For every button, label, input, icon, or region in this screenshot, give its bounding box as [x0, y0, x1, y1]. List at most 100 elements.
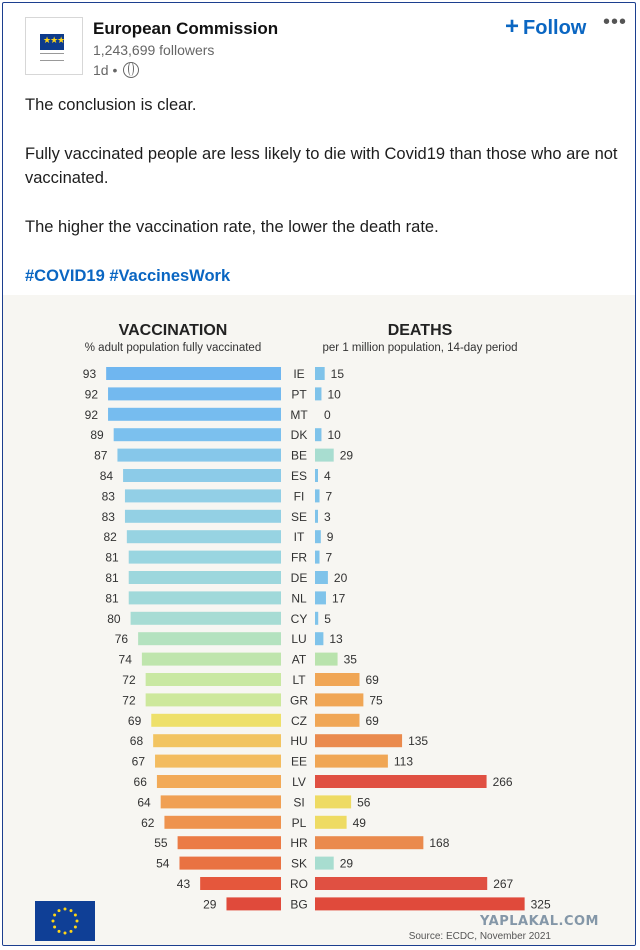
vaccination-subtitle: % adult population fully vaccinated	[85, 342, 261, 354]
vaccination-bar	[141, 652, 281, 666]
vaccination-value-label: 67	[132, 755, 146, 769]
deaths-bar	[315, 469, 318, 482]
vaccination-value-label: 72	[122, 673, 136, 687]
vaccination-bar	[145, 673, 281, 686]
country-label: LT	[292, 673, 306, 687]
deaths-value-label: 267	[493, 877, 513, 891]
vaccination-bar	[126, 530, 281, 544]
country-label: SK	[291, 857, 307, 871]
vaccination-value-label: 74	[119, 653, 133, 667]
deaths-bar	[315, 713, 360, 727]
vaccination-bar	[155, 754, 281, 768]
country-label: BG	[290, 897, 307, 911]
author-name[interactable]: European Commission	[93, 19, 279, 38]
vaccination-bar	[128, 591, 281, 605]
chart-source: Source: ECDC, November 2021	[409, 931, 552, 942]
hashtags-link[interactable]: #COVID19 #VaccinesWork	[25, 267, 231, 285]
deaths-value-label: 325	[531, 897, 551, 911]
deaths-value-label: 49	[353, 816, 367, 830]
post-header: ★★★ European Commission 1,243,699 follow…	[3, 3, 635, 87]
flag-star	[69, 929, 73, 933]
follow-label: Follow	[523, 17, 587, 39]
vaccination-value-label: 76	[115, 632, 129, 646]
country-label: RO	[290, 877, 308, 891]
deaths-bar	[315, 856, 334, 870]
deaths-bar	[315, 877, 488, 890]
vaccination-bar	[108, 387, 281, 401]
vaccination-bar	[160, 795, 281, 809]
vaccination-value-label: 64	[137, 795, 151, 809]
deaths-value-label: 7	[326, 489, 333, 503]
vaccination-value-label: 29	[203, 897, 217, 911]
post-time: 1d	[93, 62, 109, 78]
vaccination-bar	[117, 448, 281, 462]
deaths-value-label: 15	[331, 367, 345, 381]
country-label: PL	[292, 816, 307, 830]
vaccination-bar	[128, 571, 281, 584]
deaths-value-label: 20	[334, 571, 348, 585]
deaths-bar	[315, 367, 325, 380]
deaths-bar	[315, 591, 326, 605]
follow-button[interactable]: + Follow	[505, 13, 586, 41]
more-dots-icon[interactable]: •••	[603, 11, 628, 33]
flag-star	[57, 929, 61, 933]
eu-flag-icon	[35, 901, 95, 941]
vaccination-value-label: 93	[83, 367, 97, 381]
deaths-value-label: 3	[324, 510, 331, 524]
deaths-bar	[315, 775, 487, 788]
deaths-value-label: 56	[357, 795, 371, 809]
vaccination-bar	[128, 550, 281, 564]
post-paragraph: The higher the vaccination rate, the low…	[25, 218, 439, 236]
follower-count: 1,243,699 followers	[93, 42, 215, 58]
plus-icon: +	[505, 13, 520, 40]
country-label: HR	[290, 836, 308, 850]
country-label: DE	[291, 571, 308, 585]
vaccination-value-label: 55	[154, 836, 168, 850]
deaths-value-label: 35	[344, 653, 358, 667]
country-label: CZ	[291, 714, 307, 728]
post-paragraph: Fully vaccinated people are less likely …	[25, 145, 618, 187]
deaths-value-label: 69	[366, 714, 380, 728]
deaths-value-label: 0	[324, 408, 331, 422]
deaths-bar	[315, 428, 322, 442]
deaths-value-label: 29	[340, 857, 354, 871]
deaths-bar	[315, 815, 347, 829]
country-label: FR	[291, 551, 307, 565]
country-label: PT	[291, 387, 307, 401]
deaths-bar	[315, 530, 321, 544]
watermark-text: YAPLAKAL.COM	[480, 914, 599, 929]
country-label: EE	[291, 755, 307, 769]
vaccination-value-label: 72	[122, 693, 136, 707]
vaccination-bar	[138, 632, 281, 646]
flag-star	[53, 913, 57, 917]
country-label: GR	[290, 693, 308, 707]
deaths-value-label: 10	[327, 387, 341, 401]
deaths-bar	[315, 673, 360, 686]
vaccination-bar	[124, 509, 282, 523]
vaccination-bar	[200, 877, 281, 890]
vaccination-value-label: 92	[85, 408, 99, 422]
deaths-bar	[315, 652, 338, 666]
deaths-value-label: 17	[332, 591, 346, 605]
eu-flag-icon[interactable]: ★★★	[25, 17, 83, 75]
deaths-bar	[315, 509, 318, 523]
country-label: NL	[291, 591, 307, 605]
flag-star	[73, 925, 77, 929]
flag-star	[73, 913, 77, 917]
country-label: MT	[290, 408, 308, 422]
globe-icon	[123, 62, 140, 78]
deaths-bar	[315, 387, 322, 401]
vaccination-bar	[145, 693, 281, 707]
flag-star	[53, 925, 57, 929]
vaccination-bar	[177, 836, 281, 850]
deaths-bar	[315, 795, 352, 809]
vaccination-title: VACCINATION	[119, 322, 228, 339]
vaccination-bar	[151, 713, 281, 727]
vaccination-bar	[179, 856, 281, 870]
flag-star	[75, 919, 79, 923]
deaths-value-label: 7	[326, 551, 333, 565]
deaths-bar	[315, 836, 424, 850]
post-image-chart[interactable]: VACCINATION % adult population fully vac…	[3, 295, 635, 945]
deaths-bar	[315, 754, 388, 768]
vaccination-bar	[123, 469, 281, 482]
